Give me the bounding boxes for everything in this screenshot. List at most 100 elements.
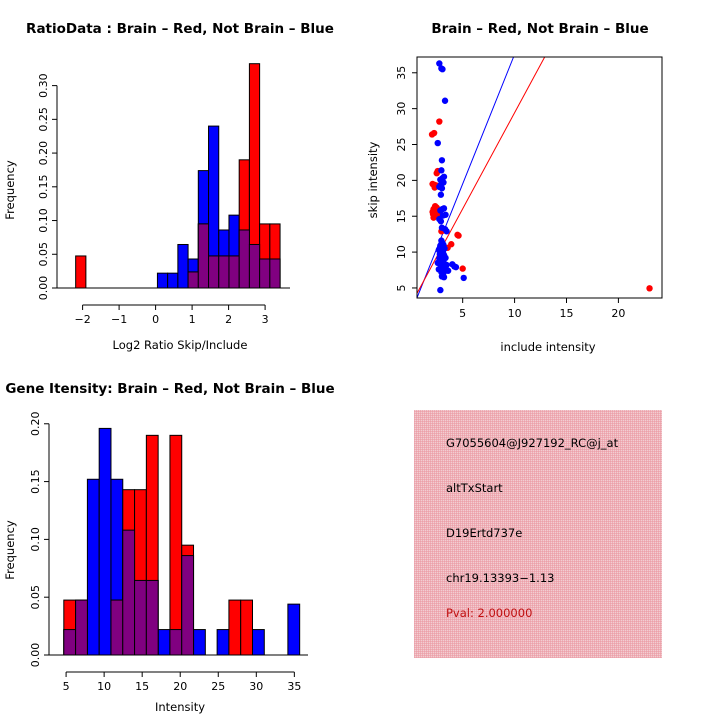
scatter-point — [439, 65, 446, 73]
scatter-point — [433, 169, 440, 177]
histogram-bar — [167, 272, 179, 289]
y-tick-label: 0.30 — [37, 73, 50, 98]
x-tick-label: 1 — [189, 313, 196, 326]
info-pval: Pval: 2.000000 — [446, 606, 533, 620]
histogram-bar-overlap — [181, 555, 195, 656]
x-tick-label: 20 — [173, 680, 187, 693]
scatter-point — [430, 129, 438, 137]
intensity-scatter-title: Brain – Red, Not Brain – Blue — [431, 21, 648, 37]
scatter-point — [441, 97, 449, 104]
x-tick-label: −1 — [111, 313, 127, 326]
x-tick-label: −2 — [74, 313, 90, 326]
x-tick-label: 35 — [287, 680, 301, 693]
x-tick-label: 5 — [459, 307, 466, 320]
gene-intensity-panel: Gene Itensity: Brain – Red, Not Brain – … — [0, 360, 360, 720]
scatter-point — [452, 263, 460, 271]
y-tick-label: 0.10 — [29, 527, 42, 552]
histogram-bar — [193, 629, 206, 656]
histogram-bar-overlap — [187, 271, 199, 289]
scatter-point — [646, 285, 653, 292]
regression-line — [417, 57, 515, 298]
x-tick-label: 10 — [97, 680, 111, 693]
intensity-scatter-axes: 5 10 15 20 25 30 35 5 10 15 20 — [395, 56, 663, 320]
scatter-point — [438, 157, 446, 164]
histogram-bar-overlap — [63, 629, 77, 656]
y-tick-label: 35 — [395, 66, 408, 80]
scatter-point — [460, 274, 467, 282]
histogram-bar — [169, 434, 183, 656]
x-tick-label: 10 — [508, 307, 522, 320]
scatter-point — [455, 232, 462, 239]
histogram-bar-overlap — [122, 529, 136, 656]
histogram-bar — [98, 427, 112, 656]
scatter-point — [440, 273, 448, 281]
gene-intensity-bars — [63, 427, 301, 656]
x-tick-label: 3 — [262, 313, 269, 326]
x-tick-label: 25 — [211, 680, 225, 693]
ratio-histogram-axes: 0.00 0.05 0.10 0.15 0.20 0.25 0.30 −2 −1 0 1 2 3 — [37, 73, 290, 326]
scatter-point — [434, 139, 441, 147]
histogram-bar — [252, 629, 265, 656]
info-locus: chr19.13393−1.13 — [446, 571, 555, 585]
scatter-point — [443, 228, 450, 235]
histogram-bar-overlap — [75, 599, 88, 656]
gene-intensity-ylabel: Frequency — [3, 520, 17, 580]
scatter-point — [459, 265, 466, 272]
ratio-histogram-panel: RatioData : Brain – Red, Not Brain – Blu… — [0, 0, 360, 360]
y-tick-label: 20 — [395, 173, 408, 187]
info-event-type: altTxStart — [446, 481, 503, 495]
y-tick-label: 0.00 — [37, 276, 50, 301]
histogram-bar-overlap — [169, 629, 183, 656]
histogram-bar-overlap — [238, 229, 250, 289]
histogram-bar-overlap — [208, 255, 220, 289]
scatter-point — [430, 214, 437, 221]
x-tick-label: 5 — [63, 680, 70, 693]
ratio-histogram-title: RatioData : Brain – Red, Not Brain – Blu… — [26, 21, 334, 37]
ratio-histogram-bars — [75, 63, 281, 289]
y-tick-label: 0.05 — [29, 585, 42, 610]
histogram-bar — [156, 272, 169, 289]
scatter-point — [438, 167, 445, 174]
ratio-histogram-svg: RatioData : Brain – Red, Not Brain – Blu… — [3, 21, 334, 352]
scatter-points — [428, 60, 653, 294]
info-probe-id: G7055604@J927192_RC@j_at — [446, 436, 619, 450]
ratio-histogram-xlabel: Log2 Ratio Skip/Include — [113, 338, 248, 352]
histogram-bar-overlap — [228, 255, 240, 289]
histogram-bar-overlap — [197, 223, 210, 289]
histogram-bar-overlap — [110, 599, 124, 656]
y-tick-label: 0.05 — [37, 242, 50, 267]
scatter-point — [436, 118, 443, 125]
y-tick-label: 25 — [395, 138, 408, 152]
histogram-bar-overlap — [259, 258, 271, 289]
histogram-bar — [216, 629, 230, 656]
y-tick-label: 0.20 — [37, 141, 50, 166]
x-tick-label: 30 — [249, 680, 263, 693]
x-tick-label: 15 — [559, 307, 573, 320]
gene-intensity-title: Gene Itensity: Brain – Red, Not Brain – … — [5, 381, 334, 397]
x-tick-label: 20 — [611, 307, 625, 320]
y-tick-label: 0.15 — [37, 175, 50, 200]
scatter-point — [437, 207, 444, 214]
y-tick-label: 5 — [395, 284, 408, 291]
y-tick-label: 30 — [395, 102, 408, 116]
histogram-bar-overlap — [269, 258, 281, 289]
histogram-bar-overlap — [218, 255, 230, 289]
scatter-point — [437, 286, 444, 294]
y-tick-label: 0.10 — [37, 208, 50, 233]
histogram-bar — [228, 599, 242, 656]
histogram-bar — [86, 478, 100, 656]
plot-frame — [416, 56, 663, 299]
y-tick-label: 0.00 — [29, 643, 42, 668]
y-tick-label: 0.20 — [29, 412, 42, 437]
histogram-bar — [240, 599, 254, 656]
x-tick-label: 15 — [135, 680, 149, 693]
histogram-bar — [287, 603, 301, 656]
gene-intensity-xlabel: Intensity — [155, 700, 205, 714]
intensity-scatter-xlabel: include intensity — [500, 340, 595, 354]
gene-info-panel: G7055604@J927192_RC@j_at altTxStart D19E… — [360, 360, 720, 720]
info-gene-symbol: D19Ertd737e — [446, 526, 523, 540]
ratio-histogram-ylabel: Frequency — [3, 160, 17, 220]
intensity-scatter-ylabel: skip intensity — [366, 141, 380, 218]
x-tick-label: 0 — [152, 313, 159, 326]
